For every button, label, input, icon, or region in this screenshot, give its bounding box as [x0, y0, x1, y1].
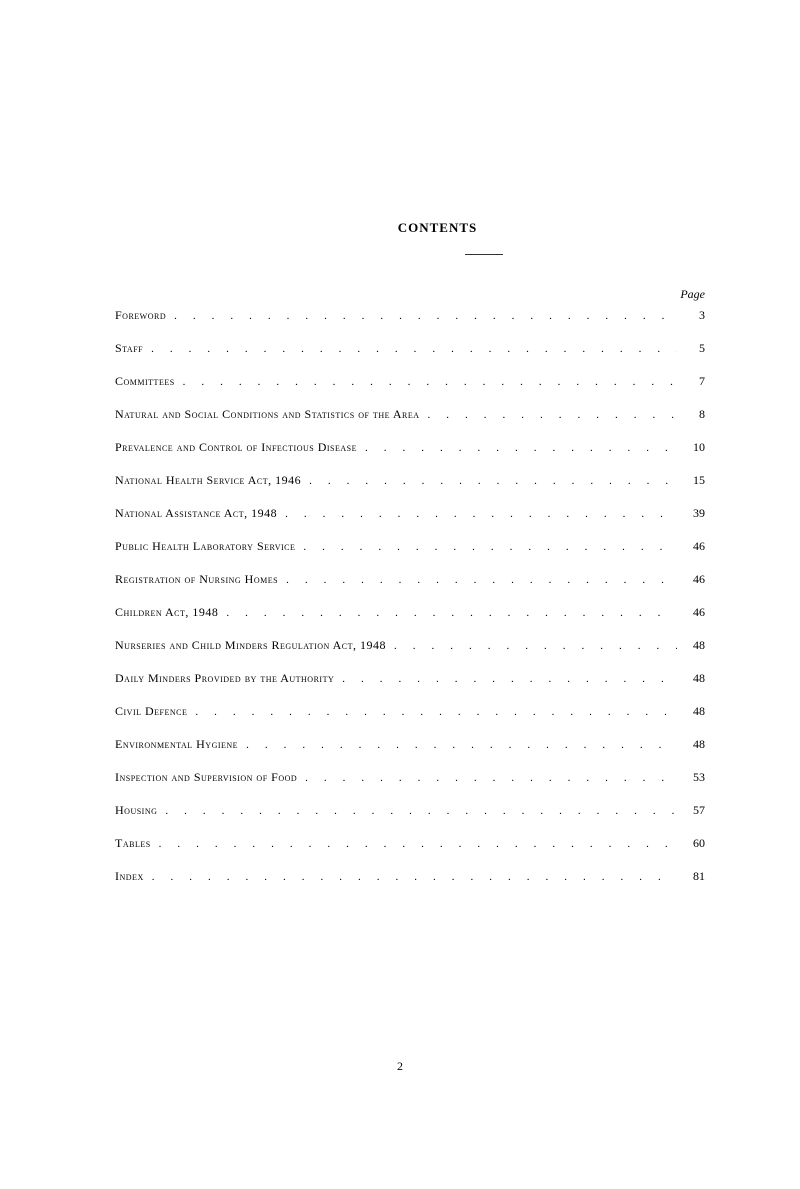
table-of-contents: Foreword................................… [115, 308, 710, 884]
toc-entry-label: Tables [115, 836, 151, 851]
toc-entry-page: 46 [685, 605, 710, 620]
toc-entry-page: 48 [685, 704, 710, 719]
toc-entry-page: 48 [685, 638, 710, 653]
toc-entry-label: Prevalence and Control of Infectious Dis… [115, 440, 357, 455]
toc-entry: Foreword................................… [115, 308, 710, 323]
toc-entry-page: 57 [685, 803, 710, 818]
toc-entry-label: Foreword [115, 308, 166, 323]
toc-entry-page: 46 [685, 572, 710, 587]
toc-entry-page: 5 [685, 341, 710, 356]
toc-entry: Environmental Hygiene...................… [115, 737, 710, 752]
toc-leader-dots: ........................................… [342, 673, 677, 685]
toc-entry-label: National Assistance Act, 1948 [115, 506, 277, 521]
toc-entry: Prevalence and Control of Infectious Dis… [115, 440, 710, 455]
toc-leader-dots: ........................................… [159, 838, 677, 850]
toc-entry: Registration of Nursing Homes...........… [115, 572, 710, 587]
toc-entry: Index...................................… [115, 869, 710, 884]
toc-entry: Staff...................................… [115, 341, 710, 356]
toc-leader-dots: ........................................… [365, 442, 677, 454]
toc-entry-label: Environmental Hygiene [115, 737, 238, 752]
toc-entry-page: 8 [685, 407, 710, 422]
toc-entry-label: Daily Minders Provided by the Authority [115, 671, 334, 686]
toc-entry-label: Index [115, 869, 144, 884]
toc-entry: Nurseries and Child Minders Regulation A… [115, 638, 710, 653]
page-number: 2 [397, 1059, 403, 1074]
toc-entry-label: Registration of Nursing Homes [115, 572, 278, 587]
toc-leader-dots: ........................................… [152, 871, 677, 883]
toc-leader-dots: ........................................… [309, 475, 677, 487]
toc-entry-label: Nurseries and Child Minders Regulation A… [115, 638, 386, 653]
toc-entry: Tables..................................… [115, 836, 710, 851]
toc-entry-label: Committees [115, 374, 175, 389]
toc-entry-page: 15 [685, 473, 710, 488]
toc-entry-label: Inspection and Supervision of Food [115, 770, 297, 785]
toc-entry: Children Act, 1948......................… [115, 605, 710, 620]
toc-leader-dots: ........................................… [151, 343, 677, 355]
toc-leader-dots: ........................................… [286, 574, 677, 586]
toc-leader-dots: ........................................… [285, 508, 677, 520]
toc-entry-label: Public Health Laboratory Service [115, 539, 295, 554]
toc-entry-page: 7 [685, 374, 710, 389]
toc-leader-dots: ........................................… [246, 739, 677, 751]
toc-leader-dots: ........................................… [183, 376, 677, 388]
toc-entry: Inspection and Supervision of Food......… [115, 770, 710, 785]
title-divider [465, 254, 503, 255]
toc-entry-page: 60 [685, 836, 710, 851]
toc-entry-page: 3 [685, 308, 710, 323]
page-container: CONTENTS Page Foreword..................… [0, 0, 800, 884]
toc-entry: Natural and Social Conditions and Statis… [115, 407, 710, 422]
toc-entry-page: 48 [685, 737, 710, 752]
contents-title: CONTENTS [165, 220, 710, 236]
toc-leader-dots: ........................................… [305, 772, 677, 784]
toc-entry-label: Staff [115, 341, 143, 356]
toc-entry-page: 10 [685, 440, 710, 455]
toc-leader-dots: ........................................… [303, 541, 677, 553]
toc-entry-label: Children Act, 1948 [115, 605, 218, 620]
toc-entry-page: 48 [685, 671, 710, 686]
toc-entry: Committees..............................… [115, 374, 710, 389]
toc-entry: National Health Service Act, 1946.......… [115, 473, 710, 488]
toc-entry-label: National Health Service Act, 1946 [115, 473, 301, 488]
toc-entry-page: 39 [685, 506, 710, 521]
toc-entry: Civil Defence...........................… [115, 704, 710, 719]
toc-entry-page: 46 [685, 539, 710, 554]
toc-entry-label: Civil Defence [115, 704, 187, 719]
toc-entry-page: 53 [685, 770, 710, 785]
toc-leader-dots: ........................................… [174, 310, 677, 322]
toc-entry: Public Health Laboratory Service........… [115, 539, 710, 554]
toc-leader-dots: ........................................… [427, 409, 677, 421]
toc-entry: Housing.................................… [115, 803, 710, 818]
toc-entry-label: Housing [115, 803, 157, 818]
page-column-header: Page [115, 287, 710, 302]
toc-entry: Daily Minders Provided by the Authority.… [115, 671, 710, 686]
toc-entry: National Assistance Act, 1948...........… [115, 506, 710, 521]
toc-entry-page: 81 [685, 869, 710, 884]
toc-leader-dots: ........................................… [165, 805, 677, 817]
toc-leader-dots: ........................................… [394, 640, 677, 652]
toc-leader-dots: ........................................… [226, 607, 677, 619]
toc-leader-dots: ........................................… [195, 706, 677, 718]
toc-entry-label: Natural and Social Conditions and Statis… [115, 407, 419, 422]
